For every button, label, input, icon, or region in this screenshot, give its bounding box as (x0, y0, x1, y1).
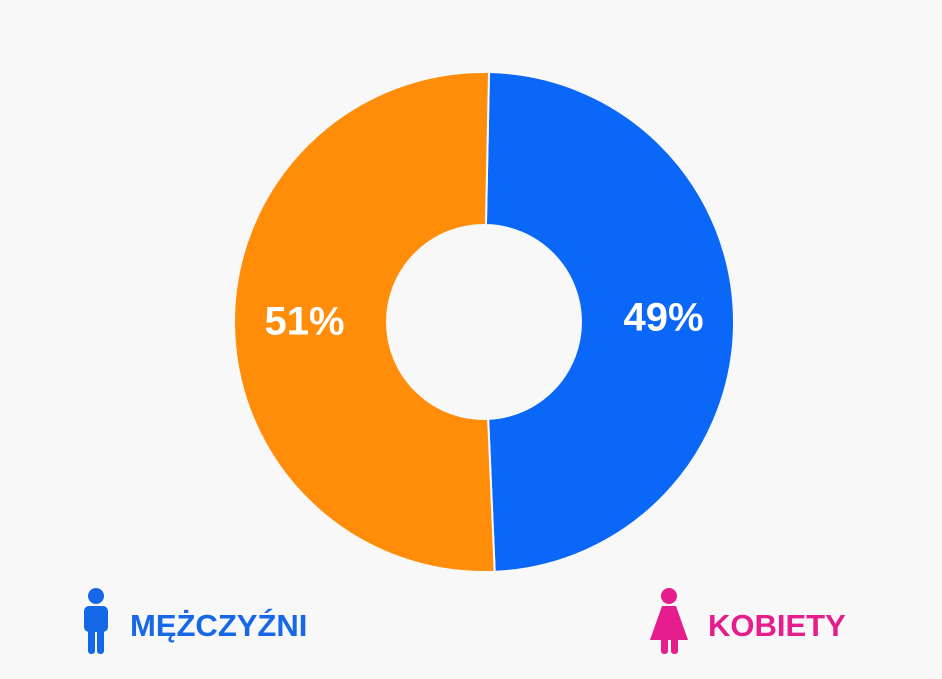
female-icon (650, 588, 688, 654)
legend-label: MĘŻCZYŹNI (130, 608, 307, 643)
slice (233, 71, 496, 573)
legend-label: KOBIETY (708, 608, 846, 643)
value-label: 51% (264, 300, 344, 344)
value-label: 49% (623, 296, 703, 340)
male-icon (84, 588, 108, 654)
slice (484, 71, 735, 573)
